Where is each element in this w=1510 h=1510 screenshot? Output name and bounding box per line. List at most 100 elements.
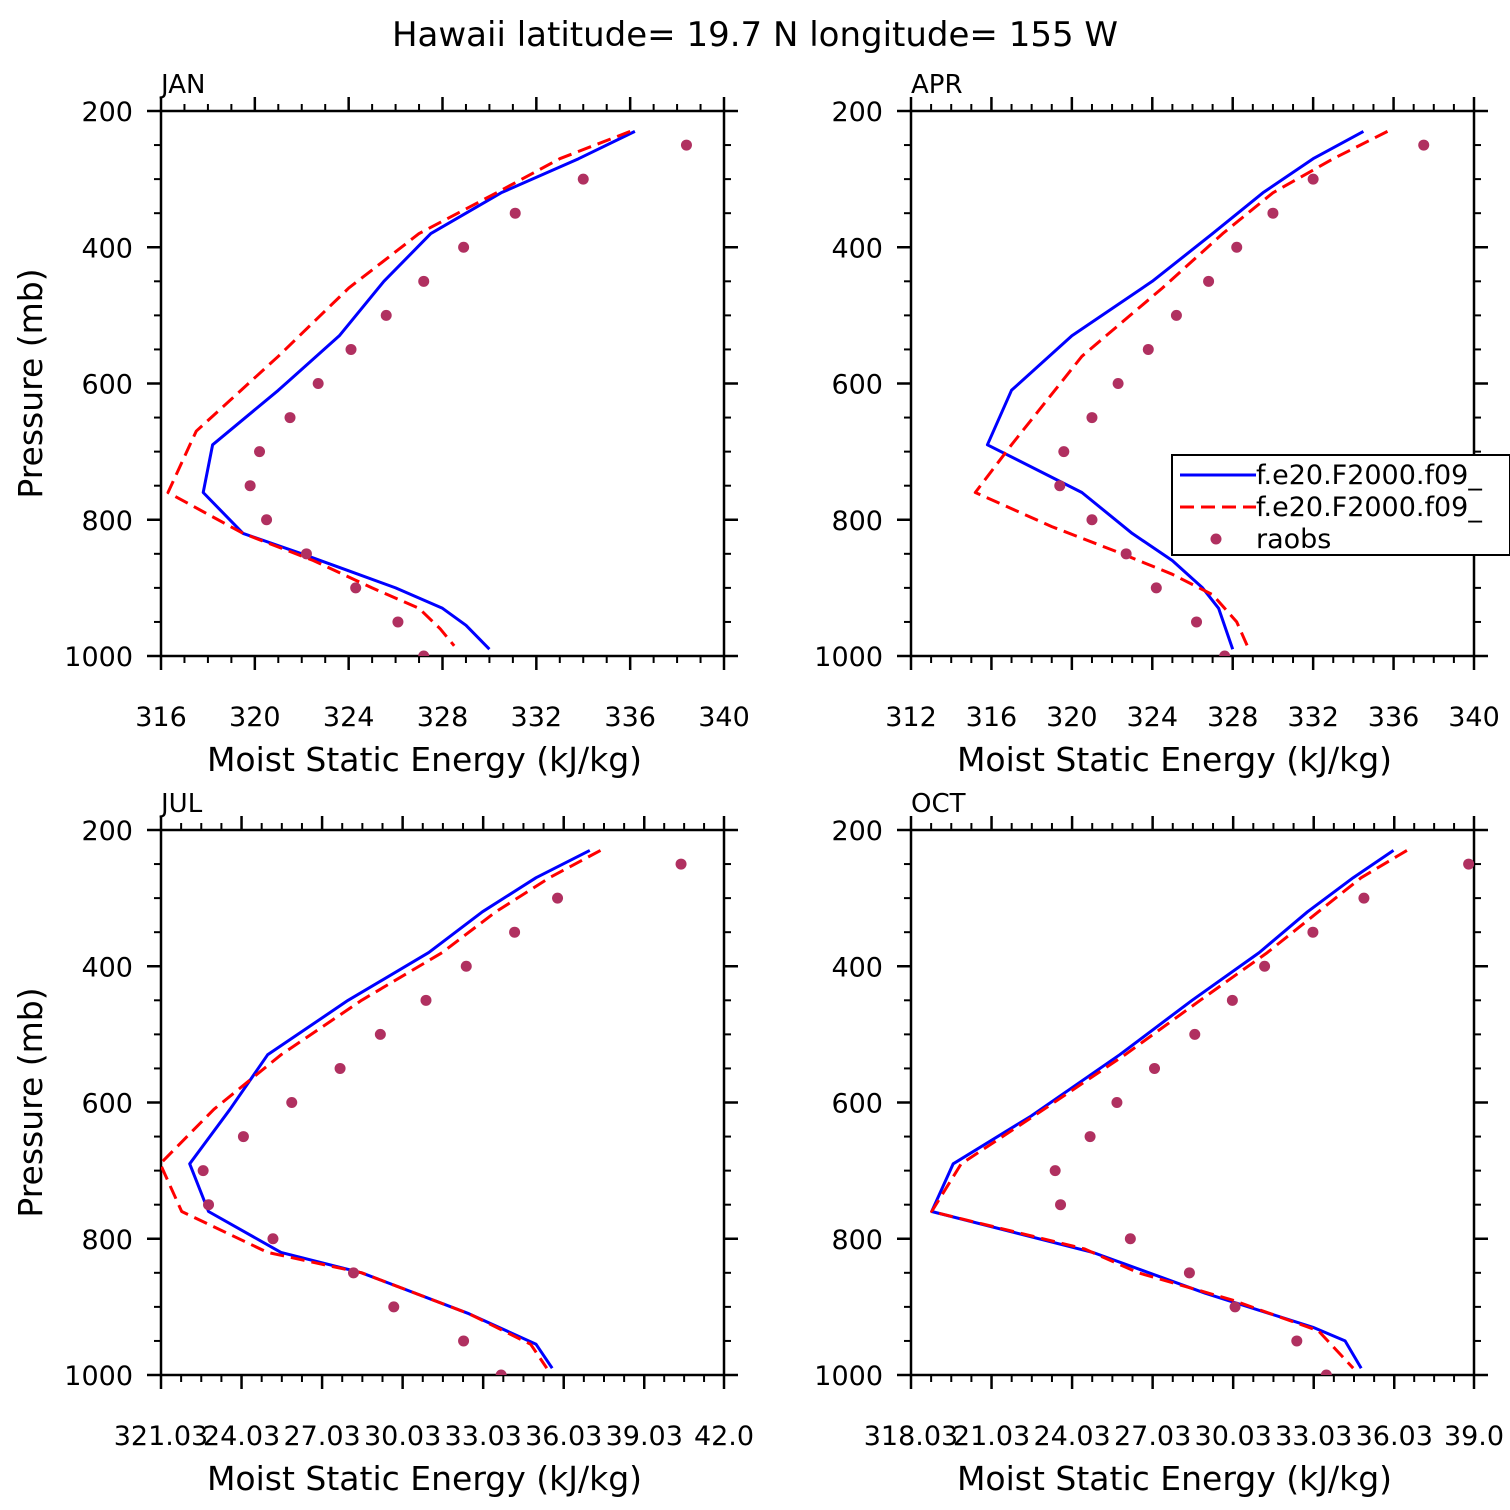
x-tick-label: 21.03 <box>953 1421 1030 1452</box>
x-tick-label: 340 <box>698 702 750 733</box>
y-tick-label: 800 <box>81 506 133 537</box>
raobs-point <box>420 994 432 1006</box>
raobs-point <box>680 139 692 151</box>
raobs-point <box>392 616 404 628</box>
raobs-point <box>418 275 430 287</box>
raobs-point <box>675 858 687 870</box>
raobs-point <box>237 1131 249 1143</box>
raobs-point <box>1120 548 1132 560</box>
raobs-point <box>254 446 266 458</box>
raobs-point <box>1229 1301 1241 1313</box>
x-tick-label: 324 <box>323 702 375 733</box>
raobs-point <box>1358 892 1370 904</box>
raobs-point <box>261 514 273 526</box>
plot-area <box>930 849 1474 1375</box>
x-tick-label: 316 <box>966 702 1018 733</box>
raobs-point <box>460 960 472 972</box>
x-axis-label: Moist Static Energy (kJ/kg) <box>207 1459 642 1498</box>
series-line-dashed <box>930 849 1408 1370</box>
raobs-point <box>350 582 362 594</box>
raobs-point <box>1267 207 1279 219</box>
raobs-point <box>1231 241 1243 253</box>
raobs-point <box>380 309 392 321</box>
y-axis-label: Pressure (mb) <box>11 987 50 1217</box>
raobs-point <box>286 1097 298 1108</box>
raobs-point <box>1086 514 1098 526</box>
raobs-point <box>1307 173 1319 185</box>
raobs-point <box>1149 1062 1161 1074</box>
raobs-point <box>1170 309 1182 321</box>
y-tick-label: 600 <box>81 370 133 401</box>
raobs-point <box>203 1199 215 1211</box>
raobs-point <box>347 1267 359 1279</box>
panel-label: JAN <box>159 70 205 100</box>
raobs-point <box>458 1335 470 1347</box>
x-tick-label: 27.03 <box>283 1421 360 1452</box>
x-tick-label: 328 <box>1207 702 1259 733</box>
raobs-point <box>1142 343 1154 355</box>
raobs-point <box>1291 1335 1303 1347</box>
raobs-point <box>1049 1165 1061 1177</box>
series-line-solid <box>201 130 636 651</box>
panel-jan: 316 320 324 328 332 336 340 200 400 600 800 1000 JAN… <box>11 70 750 779</box>
raobs-point <box>1307 926 1319 938</box>
x-tick-label: 33.03 <box>445 1421 522 1452</box>
y-tick-label: 200 <box>81 816 133 847</box>
legend-entry: f.e20.F2000.f09_ <box>1256 460 1482 491</box>
plot-frame <box>159 828 726 1377</box>
y-tick-label: 400 <box>831 233 883 264</box>
raobs-point <box>1111 1097 1123 1108</box>
y-tick-label: 1000 <box>814 642 883 673</box>
x-tick-label: 340 <box>1448 702 1500 733</box>
series-line-dashed <box>166 130 631 647</box>
legend: f.e20.F2000.f09_f.e20.F2000.f09_raobs <box>1171 454 1510 556</box>
y-tick-label: 800 <box>831 1225 883 1256</box>
y-tick-label: 200 <box>831 97 883 128</box>
x-tick-label: 36.03 <box>525 1421 602 1452</box>
x-tick-label: 312 <box>885 702 937 733</box>
raobs-point <box>552 892 564 904</box>
raobs-point <box>1219 650 1231 656</box>
x-tick-label: 328 <box>417 702 469 733</box>
x-tick-label: 36.03 <box>1356 1421 1433 1452</box>
raobs-point <box>334 1062 346 1074</box>
plot-frame <box>909 828 1476 1377</box>
plot-area <box>161 849 687 1375</box>
y-tick-label: 400 <box>81 952 133 983</box>
raobs-point <box>577 173 589 185</box>
x-axis-label: Moist Static Energy (kJ/kg) <box>207 740 642 779</box>
raobs-point <box>509 207 521 219</box>
series-line-solid <box>985 130 1365 650</box>
panel-label: JUL <box>159 789 203 819</box>
series-line-solid <box>188 849 591 1370</box>
x-axis-label: Moist Static Energy (kJ/kg) <box>957 1459 1392 1498</box>
y-tick-label: 1000 <box>64 642 133 673</box>
legend-box <box>1171 454 1510 556</box>
x-tick-label: 42.0 <box>694 1421 754 1452</box>
raobs-point <box>509 926 521 938</box>
y-tick-label: 800 <box>81 1225 133 1256</box>
raobs-point <box>1112 378 1124 389</box>
raobs-point <box>374 1028 386 1040</box>
legend-entry: raobs <box>1256 524 1331 555</box>
raobs-point <box>300 548 312 560</box>
plot-area <box>166 130 692 656</box>
x-tick-label: 316 <box>135 702 187 733</box>
plot-frame <box>159 109 726 658</box>
raobs-point <box>495 1369 507 1375</box>
raobs-point <box>1189 1028 1201 1040</box>
raobs-point <box>197 1165 209 1177</box>
raobs-point <box>1058 446 1070 458</box>
x-tick-label: 39.03 <box>606 1421 683 1452</box>
y-tick-label: 400 <box>81 233 133 264</box>
raobs-point <box>458 241 470 253</box>
legend-entry: f.e20.F2000.f09_ <box>1256 492 1482 523</box>
y-tick-label: 1000 <box>64 1361 133 1392</box>
raobs-point <box>418 650 430 656</box>
y-tick-label: 600 <box>831 370 883 401</box>
figure-title: Hawaii latitude= 19.7 N longitude= 155 W <box>392 15 1118 55</box>
panel-apr: 312 316 320 324 328 332 336 340 200 400 600 800 1000… <box>814 70 1499 779</box>
raobs-point <box>1191 616 1203 628</box>
